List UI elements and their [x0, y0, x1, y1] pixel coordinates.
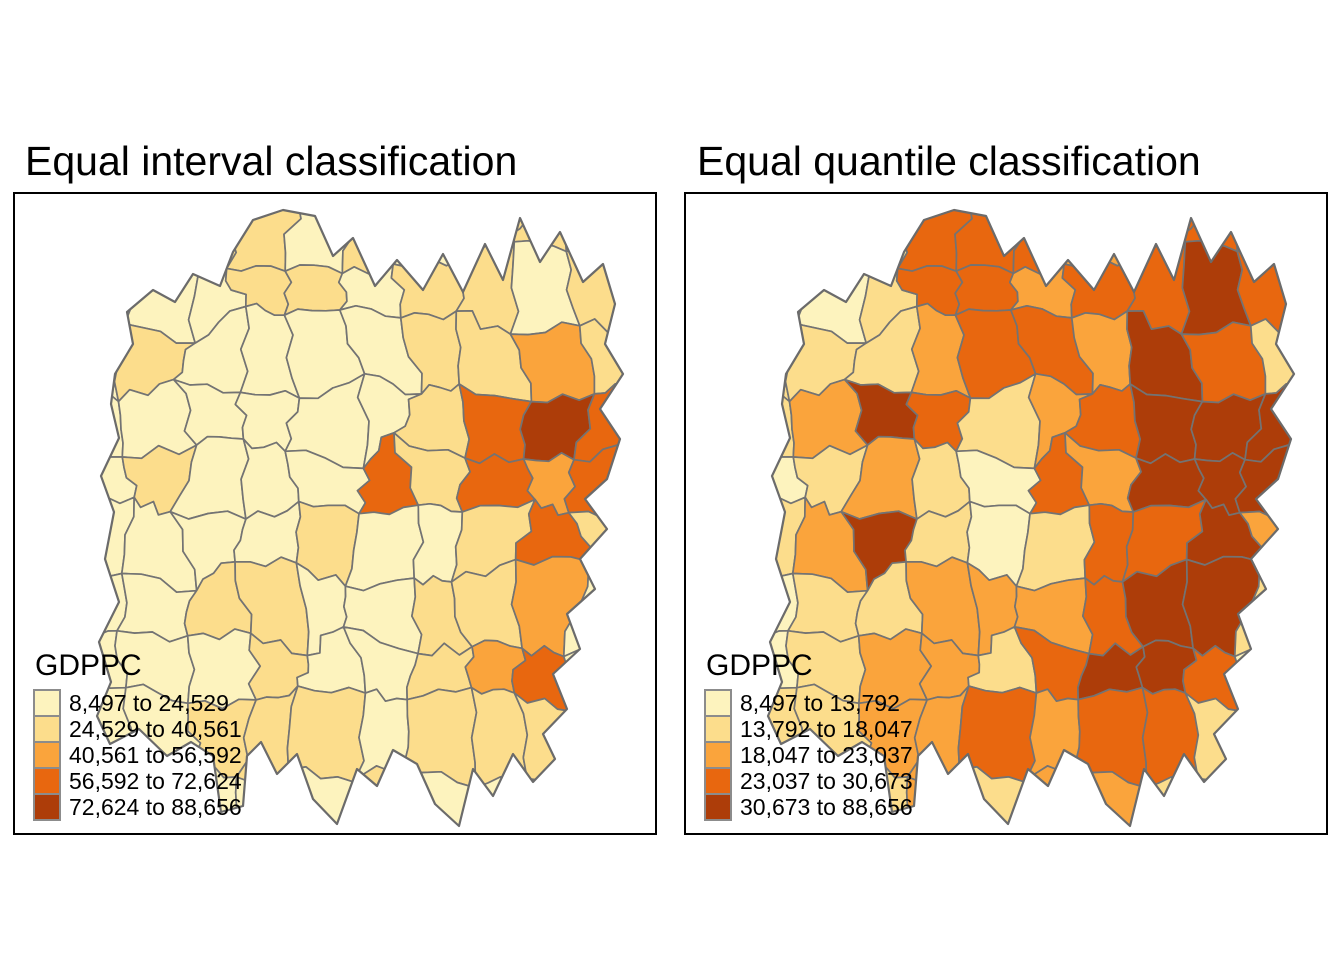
county-region	[122, 210, 194, 272]
county-region	[1235, 210, 1294, 266]
county-region	[97, 210, 141, 275]
county-region	[1242, 701, 1294, 784]
legend-swatch-class-1	[704, 689, 732, 717]
legend-label: 56,592 to 72,624	[69, 768, 242, 794]
right-map-panel: GDPPC 8,497 to 13,792 13,792 to 18,047 18,…	[684, 192, 1328, 835]
county-region	[455, 453, 536, 513]
legend-label: 8,497 to 24,529	[69, 690, 229, 716]
legend-label: 72,624 to 88,656	[69, 794, 242, 820]
province-outline	[95, 208, 625, 828]
county-region	[768, 210, 812, 275]
choropleth-map-equal-quantile	[766, 208, 1296, 828]
county-region	[954, 264, 1019, 317]
legend-entries: 8,497 to 24,529 24,529 to 40,561 40,561 to…	[33, 689, 242, 821]
county-region	[97, 252, 131, 329]
legend-label: 8,497 to 13,792	[740, 690, 900, 716]
county-region	[957, 685, 1038, 783]
left-legend: GDPPC 8,497 to 24,529 24,529 to 40,561 40,…	[33, 649, 242, 821]
legend-label: 18,047 to 23,037	[740, 742, 913, 768]
legend-entry: 23,037 to 30,673	[704, 767, 913, 795]
legend-entries: 8,497 to 13,792 13,792 to 18,047 18,047 to…	[704, 689, 913, 821]
right-map-title: Equal quantile classification	[697, 138, 1201, 184]
county-region	[1063, 210, 1136, 269]
legend-swatch-class-4	[704, 767, 732, 795]
legend-entry: 56,592 to 72,624	[33, 767, 242, 795]
right-legend: GDPPC 8,497 to 13,792 13,792 to 18,047 18,…	[704, 649, 913, 821]
legend-swatch-class-4	[33, 767, 61, 795]
legend-swatch-class-3	[704, 741, 732, 769]
county-region	[571, 701, 623, 784]
county-region	[392, 210, 465, 269]
county-region	[768, 320, 797, 403]
choropleth-map-equal-interval	[95, 208, 625, 828]
legend-label: 24,529 to 40,561	[69, 716, 242, 742]
county-region	[286, 685, 367, 783]
legend-swatch-class-1	[33, 689, 61, 717]
county-region	[97, 320, 126, 403]
legend-entry: 13,792 to 18,047	[704, 715, 913, 743]
legend-label: 40,561 to 56,592	[69, 742, 242, 768]
province-outline	[766, 208, 1296, 828]
county-region	[905, 768, 982, 826]
legend-swatch-class-3	[33, 741, 61, 769]
county-region	[768, 252, 802, 329]
county-region	[565, 248, 623, 335]
county-region	[234, 768, 311, 826]
left-map-title: Equal interval classification	[25, 138, 518, 184]
legend-swatch-class-5	[704, 793, 732, 821]
legend-entry: 72,624 to 88,656	[33, 793, 242, 821]
legend-title: GDPPC	[35, 649, 142, 682]
legend-entry: 40,561 to 56,592	[33, 741, 242, 769]
county-region	[1233, 757, 1294, 826]
legend-label: 13,792 to 18,047	[740, 716, 913, 742]
legend-entry: 30,673 to 88,656	[704, 793, 913, 821]
legend-entry: 8,497 to 24,529	[33, 689, 242, 717]
legend-title: GDPPC	[706, 649, 813, 682]
county-region	[562, 757, 623, 826]
legend-entry: 8,497 to 13,792	[704, 689, 913, 717]
legend-swatch-class-5	[33, 793, 61, 821]
county-region	[1126, 453, 1207, 513]
county-region	[1236, 248, 1294, 335]
legend-entry: 24,529 to 40,561	[33, 715, 242, 743]
legend-label: 23,037 to 30,673	[740, 768, 913, 794]
county-region	[564, 210, 623, 266]
county-region	[793, 210, 865, 272]
legend-label: 30,673 to 88,656	[740, 794, 913, 820]
legend-swatch-class-2	[33, 715, 61, 743]
left-map-panel: GDPPC 8,497 to 24,529 24,529 to 40,561 40,…	[13, 192, 657, 835]
legend-swatch-class-2	[704, 715, 732, 743]
legend-entry: 18,047 to 23,037	[704, 741, 913, 769]
county-region	[283, 264, 348, 317]
